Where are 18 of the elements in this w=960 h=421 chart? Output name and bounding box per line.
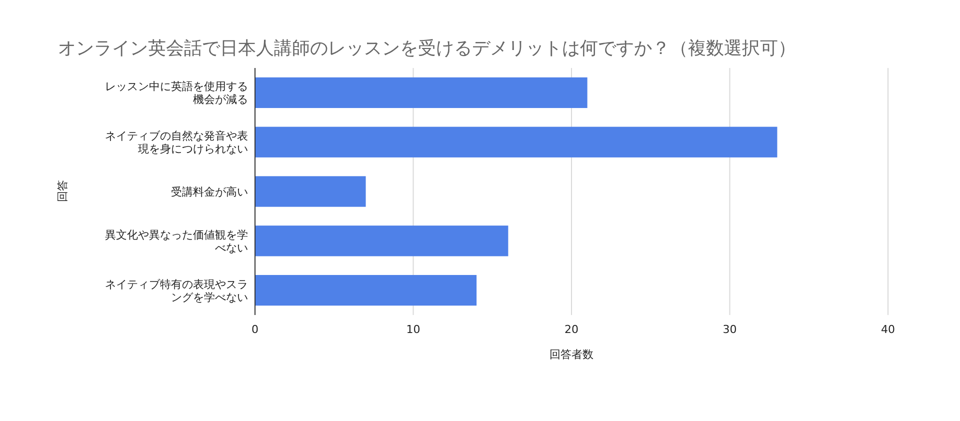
- bar: [255, 126, 778, 158]
- bar: [255, 226, 508, 256]
- x-axis-title: 回答者数: [550, 348, 594, 361]
- x-tick-label: 10: [406, 323, 420, 336]
- x-tick-label: 0: [252, 323, 258, 336]
- bar: [255, 274, 477, 306]
- y-tick-label: 受講料金が高い: [171, 186, 248, 198]
- x-tick-label: 30: [722, 323, 737, 336]
- x-tick-label: 20: [564, 323, 578, 336]
- x-tick-label: 40: [881, 323, 895, 336]
- chart-title: オンライン英会話で日本人講師のレッスンを受けるデメリットは何ですか？（複数選択可）: [58, 38, 796, 59]
- y-tick-label: 異文化や異なった価値観を学べない: [105, 228, 248, 254]
- y-tick-label: ネイティブの自然な発音や表現を身につけられない: [105, 130, 248, 156]
- y-axis-title: 回答: [56, 180, 69, 202]
- y-tick-label: ネイティブ特有の表現やスラングを学べない: [105, 278, 248, 304]
- y-tick-label: レッスン中に英語を使用する機会が減る: [105, 80, 248, 106]
- bar: [255, 77, 588, 108]
- bar: [255, 176, 366, 207]
